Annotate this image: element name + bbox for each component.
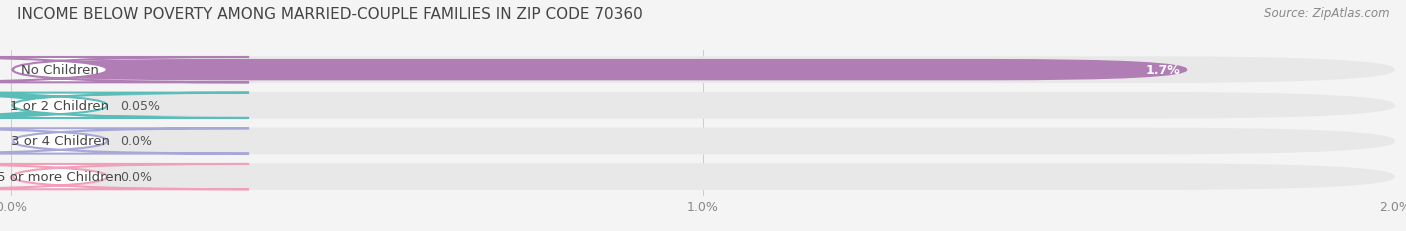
Text: No Children: No Children xyxy=(21,64,98,77)
FancyBboxPatch shape xyxy=(11,57,1395,84)
Text: 0.0%: 0.0% xyxy=(121,135,152,148)
Text: 5 or more Children: 5 or more Children xyxy=(0,170,122,183)
FancyBboxPatch shape xyxy=(11,93,1395,119)
FancyBboxPatch shape xyxy=(11,60,1187,81)
Text: 3 or 4 Children: 3 or 4 Children xyxy=(10,135,110,148)
Text: 1 or 2 Children: 1 or 2 Children xyxy=(10,99,110,112)
FancyBboxPatch shape xyxy=(0,95,211,116)
FancyBboxPatch shape xyxy=(11,164,1395,190)
FancyBboxPatch shape xyxy=(0,58,249,83)
FancyBboxPatch shape xyxy=(0,164,249,189)
FancyBboxPatch shape xyxy=(11,128,1395,155)
FancyBboxPatch shape xyxy=(0,93,249,119)
Text: 0.05%: 0.05% xyxy=(121,99,160,112)
Text: 1.7%: 1.7% xyxy=(1146,64,1180,77)
FancyBboxPatch shape xyxy=(0,129,249,154)
Text: Source: ZipAtlas.com: Source: ZipAtlas.com xyxy=(1264,7,1389,20)
Text: INCOME BELOW POVERTY AMONG MARRIED-COUPLE FAMILIES IN ZIP CODE 70360: INCOME BELOW POVERTY AMONG MARRIED-COUPL… xyxy=(17,7,643,22)
Text: 0.0%: 0.0% xyxy=(121,170,152,183)
